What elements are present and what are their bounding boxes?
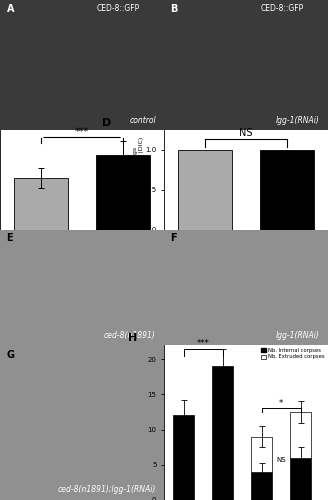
Text: ced-8(n1891);lgg-1(RNAi): ced-8(n1891);lgg-1(RNAi) [57, 485, 156, 494]
Text: E: E [7, 234, 13, 243]
Text: A: A [7, 4, 14, 14]
Text: ***: *** [75, 126, 89, 136]
Text: control: control [129, 116, 156, 125]
Text: ced-8(n1891): ced-8(n1891) [104, 332, 156, 340]
Text: CED-8::GFP: CED-8::GFP [96, 4, 140, 13]
Text: H: H [128, 334, 137, 344]
Bar [251, 436, 272, 472]
Bar [14, 178, 68, 230]
Text: lgg-1(RNAi): lgg-1(RNAi) [276, 332, 320, 340]
Text: lgg-1(RNAi): lgg-1(RNAi) [276, 116, 320, 125]
Text: G: G [7, 350, 14, 360]
Bar [173, 416, 194, 500]
Bar [178, 150, 232, 230]
Text: D: D [102, 118, 111, 128]
Text: B: B [171, 4, 178, 14]
Text: ***: *** [197, 339, 209, 348]
Y-axis label: Nb. Fluorescent rings
Nb. Apoptotic corpses (DIC): Nb. Fluorescent rings Nb. Apoptotic corp… [133, 136, 144, 224]
Bar [96, 155, 150, 230]
Text: NS: NS [239, 128, 253, 138]
Bar [260, 150, 314, 230]
Legend: Nb. Internal corpses, Nb. Extruded corpses: Nb. Internal corpses, Nb. Extruded corps… [261, 348, 325, 360]
Text: F: F [171, 234, 177, 243]
Bar [290, 458, 311, 500]
Text: *: * [279, 398, 283, 407]
Text: CED-8::GFP: CED-8::GFP [260, 4, 304, 13]
Text: NS: NS [276, 458, 286, 464]
Bar [290, 412, 311, 458]
Bar [212, 366, 233, 500]
Bar [251, 472, 272, 500]
